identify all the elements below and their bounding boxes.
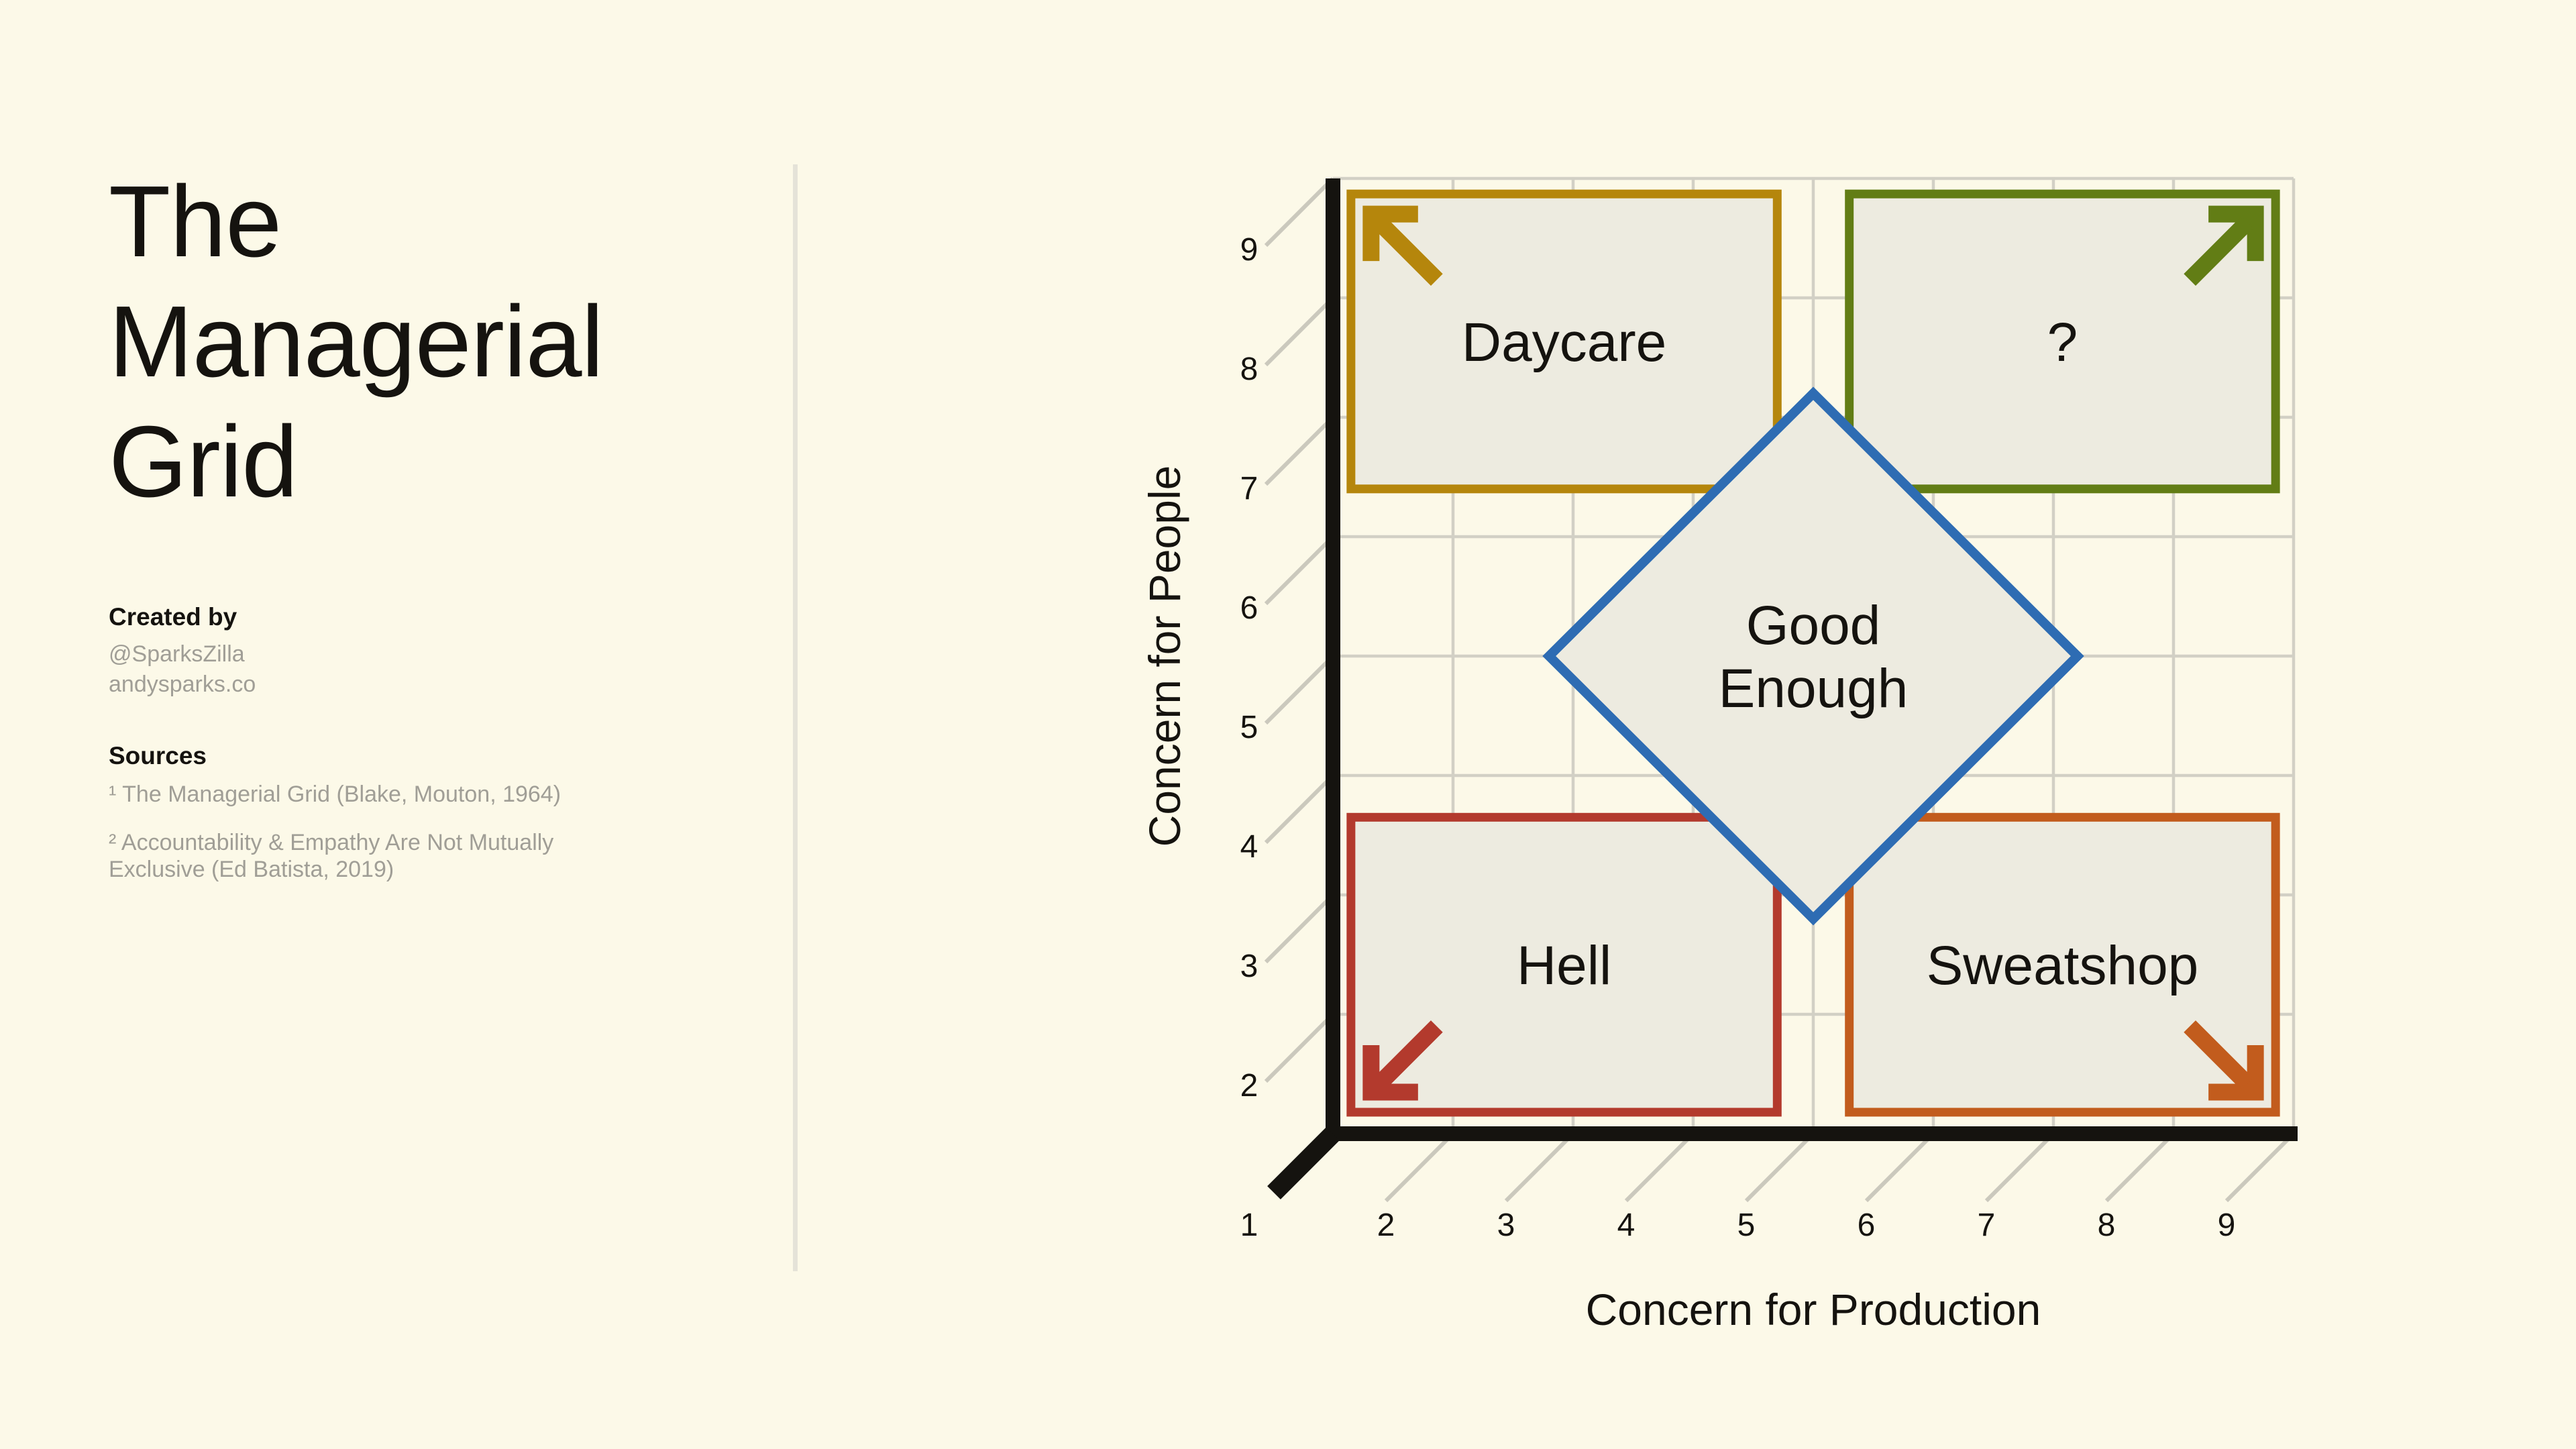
quadrant-box (1346, 189, 1782, 494)
diamond-shape (1542, 386, 2084, 926)
quadrant-label: Hell (1517, 935, 1611, 996)
diamond-label-line: Enough (1719, 658, 1909, 719)
arrow-shaft (1373, 216, 1443, 286)
y-tick (1264, 773, 1335, 845)
x-tick (1744, 1132, 1815, 1203)
quadrant-box (1845, 189, 2280, 494)
tick-labels: 1 2 2 3 3 4 4 5 5 6 6 7 7 8 8 9 9 (1240, 232, 2236, 1243)
creator-handle: @SparksZilla (109, 641, 245, 667)
quadrant-hell: Hell (1346, 812, 1782, 1117)
arrow-top-right-icon (2184, 205, 2264, 286)
x-tick (1624, 1132, 1695, 1203)
quadrant-label: Daycare (1462, 312, 1666, 373)
y-tick-label: 7 (1240, 471, 1258, 506)
y-tick-label: 3 (1240, 949, 1258, 984)
y-tick (1264, 415, 1335, 486)
y-tick (1264, 893, 1335, 964)
quadrant-box (1845, 812, 2280, 1117)
x-tick (1864, 1132, 1935, 1203)
y-tick (1264, 535, 1335, 606)
quadrant-question: ? (1845, 189, 2280, 494)
y-tick-label: 5 (1240, 710, 1258, 745)
arrow-top-left-icon (1362, 205, 1443, 286)
x-axis-title: Concern for Production (1586, 1285, 2041, 1334)
page-title: The Managerial Grid (109, 164, 604, 518)
x-tick (2104, 1132, 2176, 1203)
arrow-head (2208, 205, 2264, 262)
y-tick (1264, 1012, 1335, 1083)
vertical-divider (793, 164, 798, 1271)
quadrant-sweatshop: Sweatshop (1845, 812, 2280, 1117)
sources-block: Sources ¹ The Managerial Grid (Blake, Mo… (109, 741, 619, 904)
y-axis-title: Concern for People (1140, 466, 1189, 847)
arrow-head (2208, 1044, 2264, 1101)
x-tick-label: 4 (1617, 1208, 1635, 1243)
sources-heading: Sources (109, 742, 207, 769)
x-tick-label: 7 (1978, 1208, 1996, 1243)
arrow-head (1362, 205, 1418, 262)
arrow-shaft (2184, 216, 2253, 286)
origin-label: 1 (1240, 1208, 1258, 1243)
x-tick-label: 5 (1737, 1208, 1756, 1243)
created-by-heading: Created by (109, 603, 237, 631)
y-tick (1264, 296, 1335, 367)
created-by-block: Created by @SparksZilla andysparks.co (109, 602, 619, 700)
arrow-bottom-left-icon (1362, 1020, 1443, 1101)
x-tick (1984, 1132, 2055, 1203)
source-item-1: ¹ The Managerial Grid (Blake, Mouton, 19… (109, 782, 561, 807)
y-tick-label: 4 (1240, 829, 1258, 865)
x-tick (1384, 1132, 1455, 1203)
arrow-bottom-right-icon (2184, 1020, 2264, 1101)
quadrant-daycare: Daycare (1346, 189, 1782, 494)
source-item-2: ² Accountability & Empathy Are Not Mutua… (109, 830, 554, 882)
y-tick-label: 8 (1240, 352, 1258, 387)
arrow-head (1362, 1044, 1418, 1101)
quadrant-box (1346, 812, 1782, 1117)
x-tick-label: 3 (1497, 1208, 1515, 1243)
y-tick-label: 6 (1240, 590, 1258, 626)
tick-marks (1264, 176, 2296, 1203)
origin-tick (1267, 1127, 1340, 1199)
quadrant-label: Sweatshop (1927, 935, 2199, 996)
y-tick (1264, 176, 1335, 248)
x-tick-label: 9 (2218, 1208, 2236, 1243)
x-tick (2224, 1132, 2296, 1203)
arrow-shaft (1373, 1020, 1443, 1090)
x-tick-label: 2 (1377, 1208, 1395, 1243)
quadrant-label: ? (2047, 312, 2078, 373)
y-tick-label: 2 (1240, 1068, 1258, 1104)
y-tick-label: 9 (1240, 232, 1258, 268)
axes (1267, 178, 2298, 1199)
x-tick-label: 8 (2098, 1208, 2116, 1243)
arrow-shaft (2184, 1020, 2253, 1090)
x-tick-label: 6 (1858, 1208, 1876, 1243)
y-tick (1264, 654, 1335, 725)
diamond-label-line: Good (1746, 595, 1881, 656)
x-tick (1504, 1132, 1575, 1203)
quadrant-boxes: Daycare ? Hell Sweatshop (1346, 189, 2280, 1117)
creator-website: andysparks.co (109, 672, 256, 697)
